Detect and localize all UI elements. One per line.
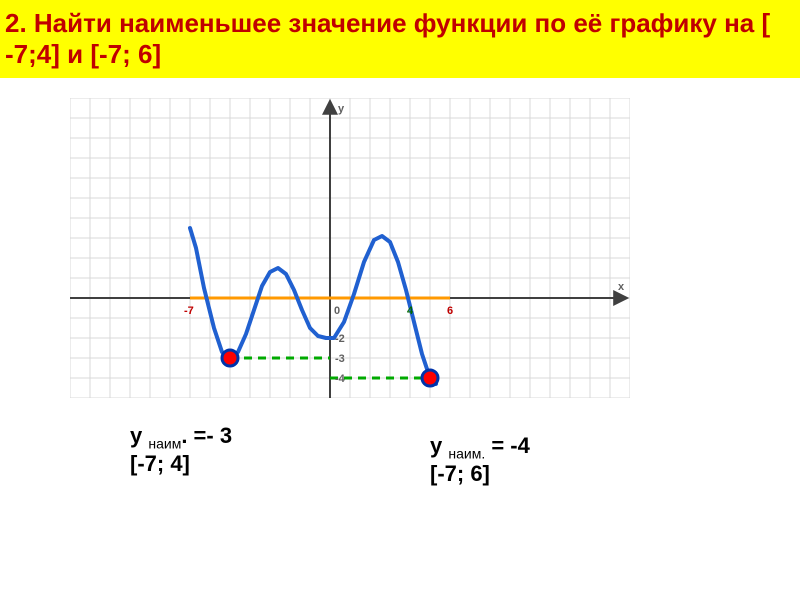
svg-text:-4: -4 [335, 373, 346, 385]
problem-header: 2. Найти наименьшее значение функции по … [0, 0, 800, 78]
svg-text:-2: -2 [335, 333, 345, 345]
svg-text:0: 0 [334, 305, 340, 317]
svg-text:у: у [338, 103, 345, 115]
answer-left: у наим. =- 3[-7; 4] [130, 423, 232, 477]
svg-text:х: х [618, 281, 625, 293]
function-graph: х у -7 0 4 6 -2 -3 -4 [70, 98, 630, 398]
svg-text:4: 4 [407, 305, 414, 317]
chart-container: х у -7 0 4 6 -2 -3 -4 [70, 98, 800, 403]
answer-right: у наим. = -4[-7; 6] [430, 433, 530, 487]
svg-text:-7: -7 [184, 305, 194, 317]
svg-text:6: 6 [447, 305, 453, 317]
svg-text:-3: -3 [335, 353, 345, 365]
